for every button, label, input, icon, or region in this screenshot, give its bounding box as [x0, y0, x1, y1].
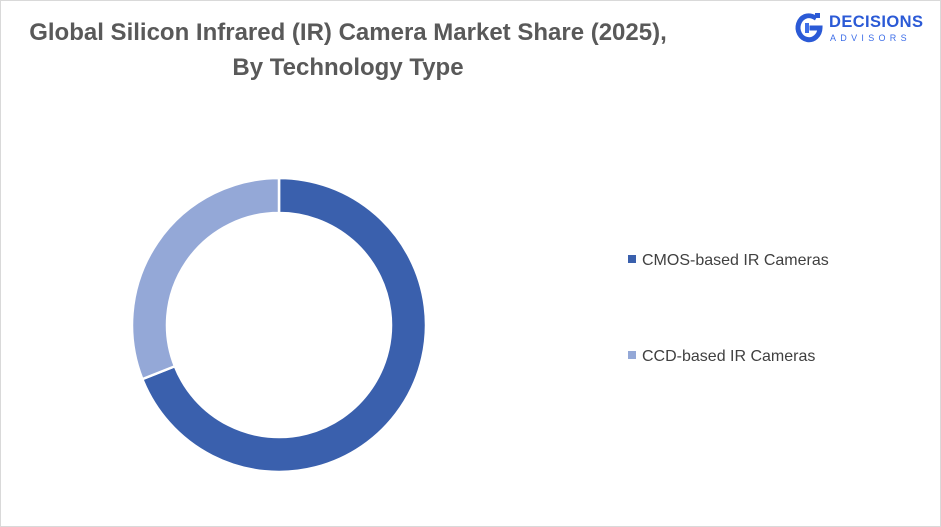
legend-swatch — [628, 351, 636, 359]
legend-swatch — [628, 255, 636, 263]
legend-item: CCD-based IR Cameras — [628, 345, 815, 369]
legend-label: CMOS-based IR Cameras — [642, 252, 829, 269]
legend-label: CCD-based IR Cameras — [642, 348, 816, 365]
donut-slice-cmos-based-ir-cameras — [140, 176, 428, 474]
brand-tagline: ADVISORS — [830, 33, 911, 43]
donut-slice-ccd-based-ir-cameras — [130, 176, 281, 381]
chart-title-line-1: Global Silicon Infrared (IR) Camera Mark… — [29, 19, 667, 46]
brand-logo: DECISIONS ADVISORS — [793, 11, 933, 47]
chart-title: Global Silicon Infrared (IR) Camera Mark… — [1, 15, 695, 85]
legend-item: CMOS-based IR Cameras — [628, 249, 829, 273]
chart-title-line-2: By Technology Type — [232, 54, 464, 81]
brand-name: DECISIONS — [829, 13, 924, 31]
decisions-advisors-logo-icon — [795, 13, 823, 43]
